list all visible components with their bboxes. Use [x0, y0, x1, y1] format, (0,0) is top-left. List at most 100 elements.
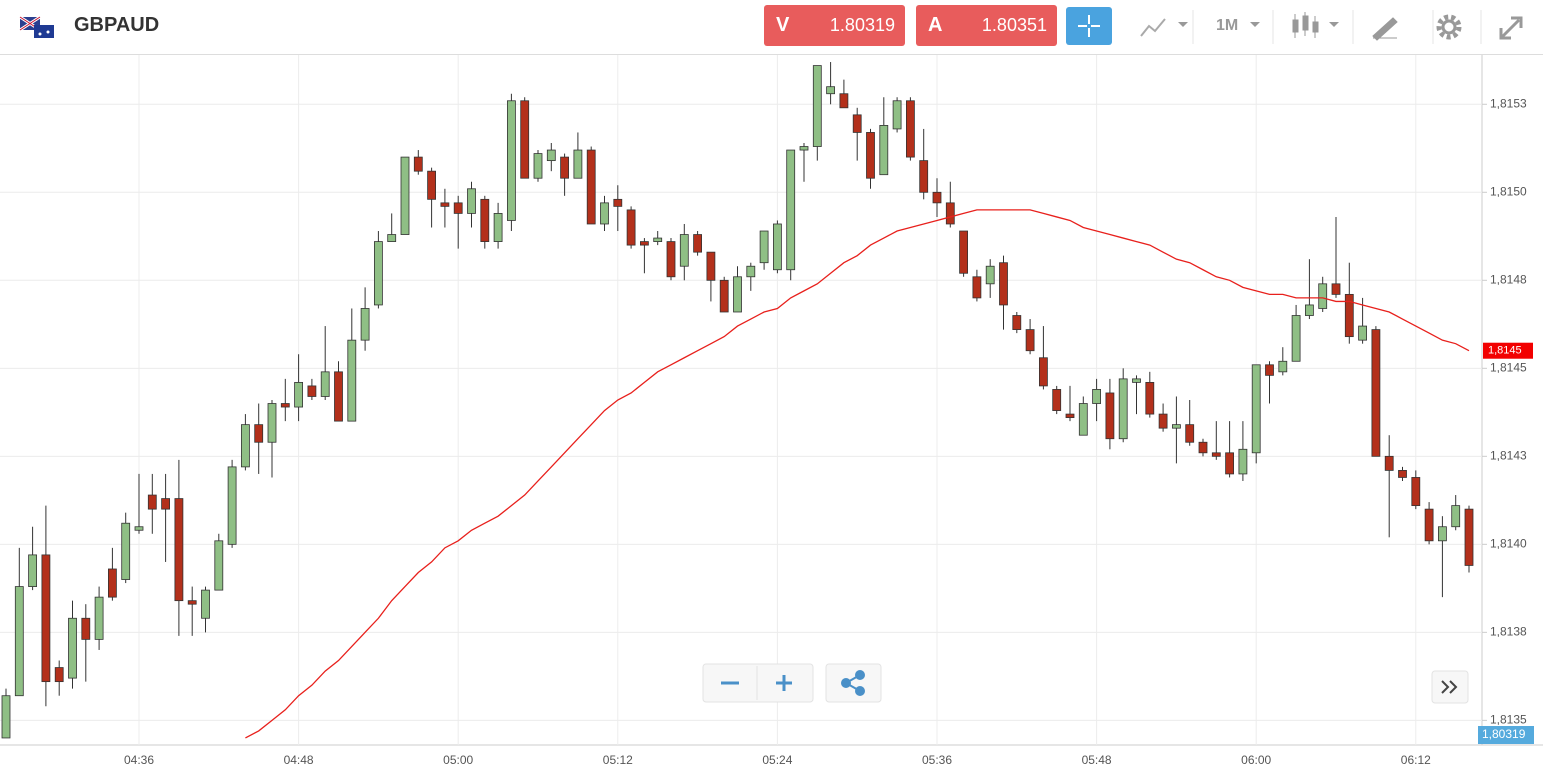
candle-body — [1451, 505, 1461, 528]
candle-body — [560, 156, 569, 179]
price-tag-label: 1,80319 — [1482, 727, 1526, 741]
candle-body — [108, 568, 117, 598]
candle-body — [1132, 378, 1141, 383]
candle-body — [147, 494, 157, 510]
candle-body — [640, 241, 649, 246]
candle-body — [1, 695, 11, 739]
timeframe[interactable]: 1M — [1216, 17, 1239, 34]
candle-body — [240, 424, 250, 468]
candle-body — [799, 146, 809, 151]
candle-body — [1464, 508, 1474, 566]
x-tick-label: 05:12 — [603, 753, 633, 767]
candle-body — [1078, 403, 1088, 436]
settings-icon[interactable] — [1436, 14, 1462, 40]
candle-body — [453, 202, 463, 214]
y-tick-label: 1,8145 — [1490, 360, 1527, 374]
candle-body — [1305, 304, 1314, 316]
candle-body — [586, 149, 596, 225]
candle-body — [1105, 392, 1115, 440]
zoom-box[interactable] — [702, 663, 814, 703]
candle-body — [945, 202, 955, 225]
candle-body — [134, 526, 144, 531]
candle-body — [600, 202, 609, 225]
candle-body — [985, 265, 995, 285]
candle-body — [1172, 424, 1181, 429]
candle-body — [546, 149, 556, 162]
candle-body — [227, 466, 237, 545]
share-button[interactable] — [825, 663, 882, 703]
candle-body — [826, 86, 835, 95]
candle-body — [719, 279, 729, 313]
share-icon — [841, 670, 865, 696]
scroll-button[interactable] — [1431, 670, 1469, 704]
candle-body — [1251, 364, 1261, 454]
y-tick-label: 1,8135 — [1490, 713, 1527, 727]
symbol: GBPAUD — [74, 14, 160, 36]
candle-body — [1065, 413, 1075, 419]
candle-body — [1398, 470, 1407, 478]
draw-icon[interactable] — [1372, 17, 1398, 41]
candle-body — [1371, 329, 1381, 457]
candle-body — [267, 403, 277, 443]
zoom-controls — [702, 663, 1469, 704]
candle-body — [906, 100, 915, 158]
candle-body — [666, 241, 676, 278]
sell-button[interactable]: V 1.80319 — [764, 5, 905, 46]
candle-body — [1225, 452, 1234, 475]
candle-body — [852, 114, 862, 133]
fullscreen-icon[interactable] — [1499, 16, 1523, 40]
candle-body — [972, 276, 982, 299]
x-tick-label: 05:48 — [1082, 753, 1112, 767]
candle-body — [653, 237, 663, 242]
candle-body — [506, 100, 516, 221]
candle-body — [1238, 448, 1248, 475]
candle-body — [533, 153, 543, 179]
candle-icon[interactable] — [1292, 12, 1319, 38]
y-tick-label: 1,8140 — [1490, 537, 1527, 551]
candle-body — [679, 234, 689, 267]
candle-body — [626, 209, 636, 246]
x-tick-label: 05:24 — [762, 753, 792, 767]
line-value-tag — [1483, 342, 1533, 359]
tool-icons — [1140, 10, 1523, 44]
candle-body — [892, 100, 902, 130]
sell-price: 1.80319 — [829, 15, 895, 35]
buy-button[interactable]: A 1.80351 — [916, 5, 1057, 46]
candle-body — [28, 554, 38, 587]
candle-body — [520, 100, 530, 179]
x-tick-label: 04:36 — [124, 753, 154, 767]
candle-body — [294, 381, 304, 408]
candle-body — [440, 202, 450, 207]
candle-body — [214, 540, 224, 591]
candle-body — [759, 230, 769, 264]
candle-body — [413, 156, 423, 172]
candle-body — [121, 522, 131, 580]
dropdown[interactable] — [1250, 22, 1260, 27]
dropdown[interactable] — [1329, 22, 1339, 27]
candle-body — [94, 596, 104, 640]
candle-body — [320, 371, 330, 397]
candle-body — [467, 188, 476, 214]
candle-body — [41, 554, 51, 683]
candle-body — [1424, 508, 1434, 542]
candle-body — [1198, 441, 1208, 454]
candle-body — [387, 234, 397, 242]
candle-body — [307, 385, 317, 397]
candle-body — [373, 241, 383, 306]
candle-body — [733, 276, 742, 313]
candle-body — [1318, 283, 1328, 309]
candle-body — [480, 198, 490, 242]
candle-body — [1411, 477, 1421, 507]
candle-body — [1438, 526, 1447, 542]
candle-body — [1211, 452, 1221, 457]
x-tick-label: 05:36 — [922, 753, 952, 767]
candle-body — [68, 617, 77, 679]
candle-body — [201, 589, 210, 619]
crosshair-button[interactable] — [1066, 7, 1112, 45]
candle-body — [1278, 360, 1288, 373]
candle-body — [999, 262, 1008, 306]
chart-type-icon[interactable] — [1140, 18, 1166, 37]
dropdown[interactable] — [1178, 22, 1188, 27]
candle-body — [959, 230, 968, 274]
